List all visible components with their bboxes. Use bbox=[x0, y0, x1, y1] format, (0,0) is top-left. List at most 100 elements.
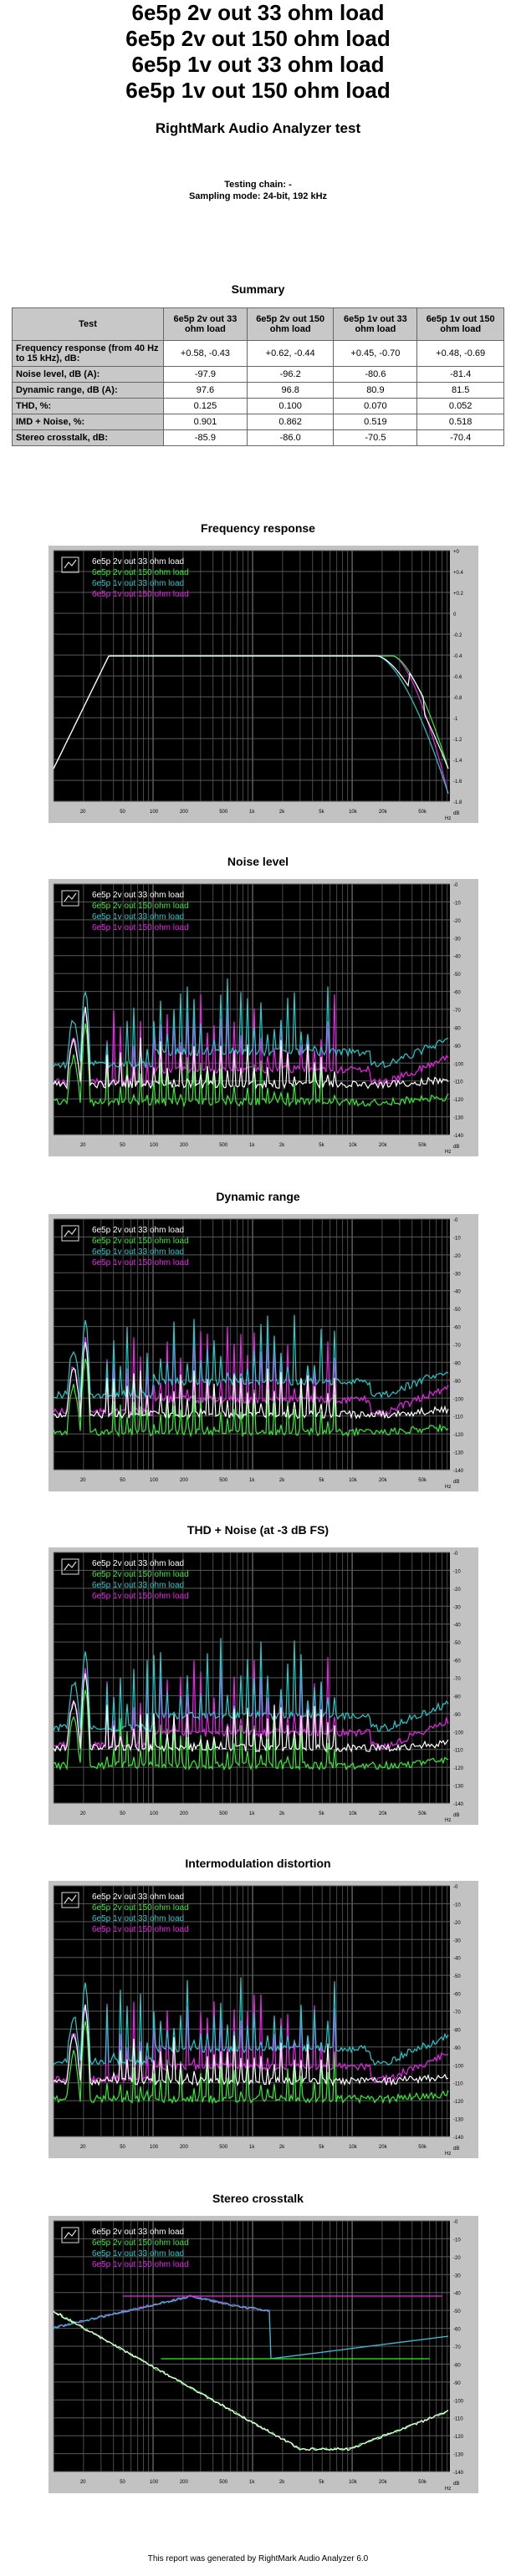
x-tick-label: 20k bbox=[379, 2145, 388, 2150]
report-footer: This report was generated by RightMark A… bbox=[147, 2554, 369, 2563]
legend-entry: 6e5p 2v out 150 ohm load bbox=[92, 2238, 189, 2248]
y-tick-label: -1.2 bbox=[453, 738, 462, 743]
x-tick-label: 50 bbox=[120, 1143, 125, 1148]
y-tick-label: -40 bbox=[453, 955, 461, 960]
cell-value: 0.518 bbox=[416, 414, 504, 430]
y-tick-label: -70 bbox=[453, 2345, 461, 2350]
series-line bbox=[53, 1638, 449, 1733]
row-label: IMD + Noise, %: bbox=[12, 414, 164, 430]
y-tick-label: +0.2 bbox=[453, 592, 464, 597]
y-tick-label: -50 bbox=[453, 1641, 461, 1646]
table-row: Frequency response (from 40 Hz to 15 kHz… bbox=[12, 340, 504, 367]
legend-entry: 6e5p 1v out 33 ohm load bbox=[92, 2249, 184, 2258]
legend-entry: 6e5p 1v out 33 ohm load bbox=[92, 1247, 184, 1257]
legend-icon bbox=[61, 1892, 79, 1908]
column-header: Test bbox=[12, 307, 164, 341]
graph-title-stereo-crosstalk: Stereo crosstalk bbox=[212, 2192, 304, 2205]
table-row: Dynamic range, dB (A): 97.6 96.8 80.9 81… bbox=[12, 382, 504, 399]
x-tick-label: 500 bbox=[219, 2480, 228, 2485]
y-tick-label: -100 bbox=[453, 2064, 464, 2069]
y-tick-label: -40 bbox=[453, 1623, 461, 1628]
y-tick-label: -80 bbox=[453, 1361, 461, 1366]
legend-icon-glyph bbox=[64, 559, 77, 569]
y-tick-label: -100 bbox=[453, 1730, 464, 1735]
x-tick-label: 5k bbox=[319, 810, 324, 815]
y-tick-label: -140 bbox=[453, 1134, 464, 1139]
cell-value: 96.8 bbox=[246, 382, 335, 399]
y-tick-label: -140 bbox=[453, 2471, 464, 2476]
x-tick-label: 2k bbox=[279, 1811, 285, 1816]
y-tick-label: -60 bbox=[453, 1993, 461, 1998]
cell-value: +0.58, -0.43 bbox=[163, 340, 248, 367]
y-tick-label: -0 bbox=[453, 1552, 458, 1557]
x-unit-label: Hz bbox=[445, 816, 451, 821]
x-tick-label: 20k bbox=[379, 1143, 388, 1148]
y-tick-label: -0 bbox=[453, 2220, 458, 2225]
x-tick-label: 100 bbox=[150, 1143, 159, 1148]
y-tick-label: -130 bbox=[453, 1116, 464, 1121]
y-tick-label: -110 bbox=[453, 1749, 463, 1754]
x-tick-label: 1k bbox=[249, 1811, 255, 1816]
legend-icon-glyph bbox=[64, 1227, 77, 1237]
x-tick-label: 200 bbox=[180, 2145, 189, 2150]
y-tick-label: -0.4 bbox=[453, 654, 462, 659]
x-tick-label: 5k bbox=[319, 1143, 324, 1148]
x-tick-label: 2k bbox=[279, 1143, 285, 1148]
summary-table: Test 6e5p 2v out 33 ohm load 6e5p 2v out… bbox=[12, 307, 504, 446]
y-tick-label: -40 bbox=[453, 1957, 461, 1962]
y-tick-label: -10 bbox=[453, 1569, 461, 1574]
graph-thd-noise: -0 -10 -20 -30 -40 -50 -60 -70 -80 -90 -100 -110 -12… bbox=[49, 1547, 478, 1825]
cell-value: -80.6 bbox=[333, 366, 418, 383]
y-tick-label: -110 bbox=[453, 1415, 463, 1420]
x-tick-label: 1k bbox=[249, 2480, 255, 2485]
y-tick-label: -20 bbox=[453, 1254, 461, 1259]
test-info: Testing chain: - Sampling mode: 24-bit, … bbox=[0, 179, 516, 202]
graph-canvas: -0 -10 -20 -30 -40 -50 -60 -70 -80 -90 -100 -110 -12… bbox=[53, 883, 464, 1155]
x-tick-label: 500 bbox=[219, 1811, 228, 1816]
y-tick-label: -30 bbox=[453, 2274, 461, 2279]
report-title-4: 6e5p 1v out 150 ohm load bbox=[125, 78, 391, 103]
x-tick-label: 5k bbox=[319, 1811, 324, 1816]
y-tick-label: -10 bbox=[453, 2238, 461, 2243]
y-tick-label: -30 bbox=[453, 1605, 461, 1610]
row-label: THD, %: bbox=[12, 398, 164, 414]
x-tick-label: 100 bbox=[150, 1478, 159, 1483]
y-tick-label: 0 bbox=[453, 612, 457, 617]
cell-value: 0.901 bbox=[163, 414, 248, 430]
y-tick-label: -1 bbox=[453, 717, 458, 722]
series-line bbox=[53, 2310, 449, 2452]
legend-icon-glyph bbox=[64, 1894, 77, 1904]
y-tick-label: -50 bbox=[453, 1974, 461, 1979]
graph-title-intermodulation: Intermodulation distortion bbox=[185, 1857, 331, 1870]
x-tick-label: 1k bbox=[249, 1143, 255, 1148]
y-unit-label: dB bbox=[453, 811, 459, 816]
y-tick-label: -20 bbox=[453, 1921, 461, 1926]
y-tick-label: -10 bbox=[453, 901, 461, 906]
y-tick-label: -110 bbox=[453, 1080, 463, 1085]
y-tick-label: -70 bbox=[453, 2010, 461, 2015]
y-tick-label: +0.4 bbox=[453, 571, 464, 576]
series-line bbox=[53, 1673, 449, 1753]
graph-frequency-response: +0 +0.4 +0.2 0 -0.2 -0.4 -0.6 -0.8 -1 -1.2 -1.4 -1.… bbox=[49, 546, 478, 823]
y-tick-label: -0.6 bbox=[453, 675, 462, 680]
graph-canvas: -0 -10 -20 -30 -40 -50 -60 -70 -80 -90 -100 -110 -12… bbox=[53, 1552, 464, 1823]
series-line bbox=[53, 2295, 449, 2360]
x-tick-label: 200 bbox=[180, 2480, 189, 2485]
legend-icon bbox=[61, 1225, 79, 1242]
x-tick-label: 20 bbox=[80, 1478, 86, 1483]
row-label: Frequency response (from 40 Hz to 15 kHz… bbox=[12, 340, 164, 367]
y-unit-label: dB bbox=[453, 1813, 459, 1818]
legend-entry: 6e5p 1v out 150 ohm load bbox=[92, 2260, 189, 2269]
y-tick-label: -0 bbox=[453, 1885, 458, 1890]
legend-entry: 6e5p 1v out 150 ohm load bbox=[92, 1925, 189, 1934]
x-tick-label: 2k bbox=[279, 2145, 285, 2150]
legend-entry: 6e5p 2v out 150 ohm load bbox=[92, 1570, 189, 1579]
y-tick-label: -120 bbox=[453, 1766, 464, 1771]
table-row: IMD + Noise, %: 0.901 0.862 0.519 0.518 bbox=[12, 414, 504, 430]
y-unit-label: dB bbox=[453, 1145, 459, 1150]
x-tick-label: 1k bbox=[249, 2145, 255, 2150]
y-tick-label: -110 bbox=[453, 2082, 463, 2087]
